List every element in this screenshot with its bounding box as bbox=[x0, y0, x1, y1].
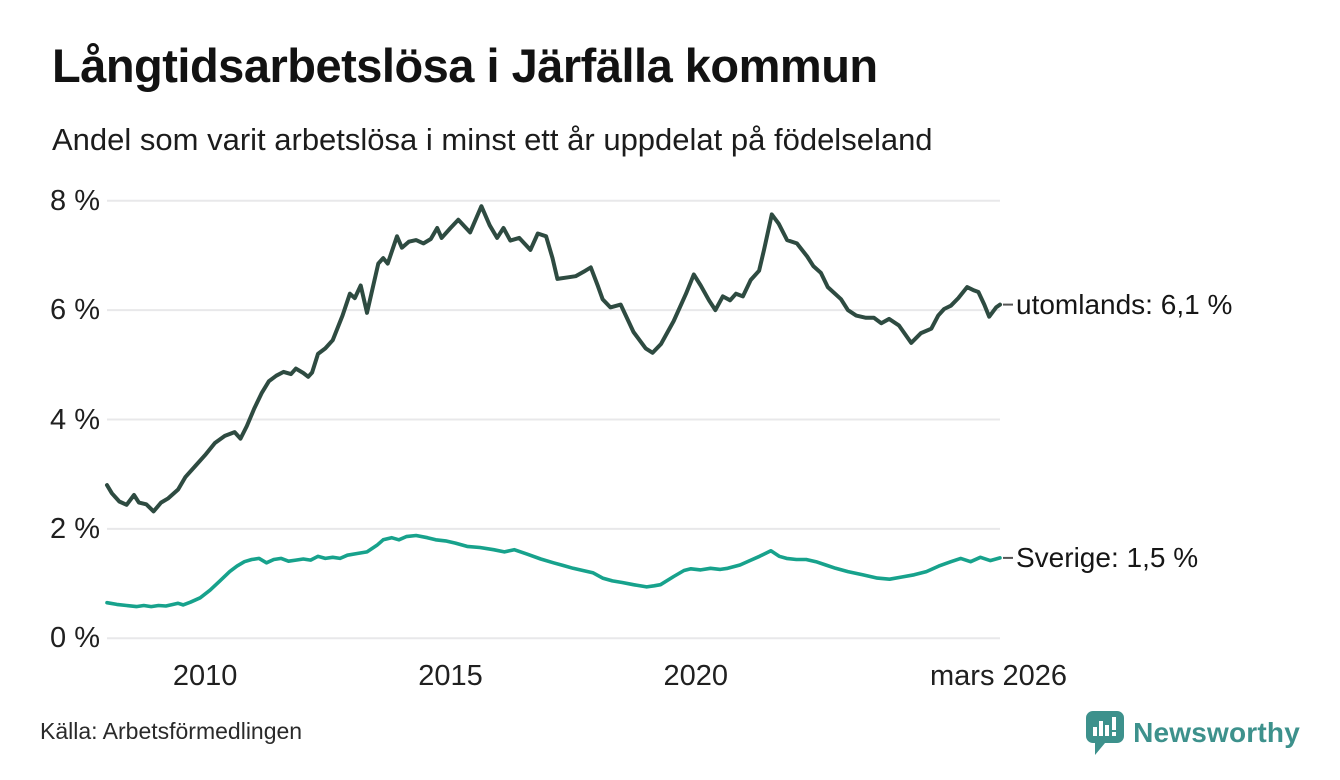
newsworthy-logo-text: Newsworthy bbox=[1133, 717, 1300, 748]
y-axis-tick-label: 8 % bbox=[50, 184, 100, 217]
y-axis-tick-label: 2 % bbox=[50, 512, 100, 545]
y-axis-tick-label: 6 % bbox=[50, 294, 100, 327]
y-axis-tick-label: 0 % bbox=[50, 622, 100, 655]
x-axis-tick-label: 2020 bbox=[663, 660, 729, 692]
newsworthy-logo: Newsworthy bbox=[1086, 711, 1300, 755]
speech-bubble-bar-chart-icon bbox=[1086, 711, 1125, 755]
page-subtitle: Andel som varit arbetslösa i minst ett å… bbox=[52, 122, 933, 157]
source-note: Källa: Arbetsförmedlingen bbox=[40, 718, 303, 744]
x-axis-tick-label: 2015 bbox=[418, 660, 483, 692]
series-end-label-sverige: Sverige: 1,5 % bbox=[1016, 541, 1199, 573]
series-end-label-utomlands: utomlands: 6,1 % bbox=[1016, 288, 1233, 320]
y-axis-tick-label: 4 % bbox=[50, 403, 100, 436]
x-axis-tick-label: mars 2026 bbox=[930, 660, 1068, 692]
page-title: Långtidsarbetslösa i Järfälla kommun bbox=[52, 39, 878, 92]
x-axis-tick-label: 2010 bbox=[172, 660, 238, 692]
